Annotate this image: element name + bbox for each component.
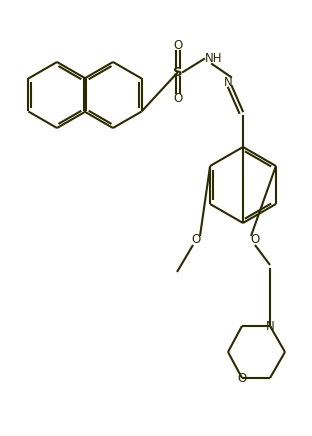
Text: O: O <box>191 234 201 246</box>
Text: O: O <box>237 371 246 385</box>
Text: S: S <box>173 65 183 78</box>
Text: NH: NH <box>205 52 223 65</box>
Text: N: N <box>266 320 274 333</box>
Text: O: O <box>250 234 260 246</box>
Text: O: O <box>173 40 183 52</box>
Text: N: N <box>224 75 232 89</box>
Text: O: O <box>173 92 183 105</box>
